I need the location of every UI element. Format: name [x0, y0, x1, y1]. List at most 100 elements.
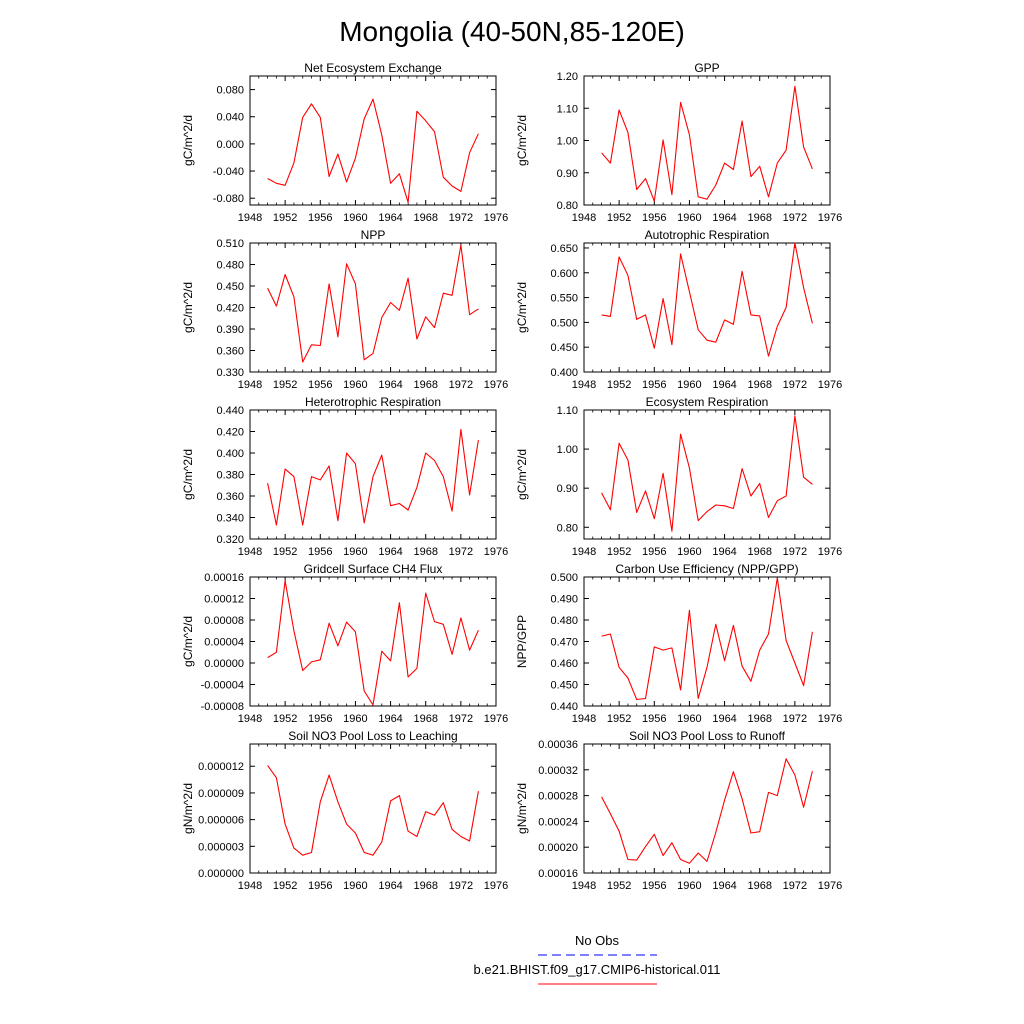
- x-tick-label: 1948: [238, 713, 262, 725]
- plot-frame: [249, 409, 497, 540]
- x-tick-label: 1968: [413, 880, 437, 892]
- x-tick-label: 1956: [308, 713, 332, 725]
- series-line: [267, 98, 479, 203]
- x-tick-label: 1976: [484, 880, 508, 892]
- x-tick-label: 1956: [308, 880, 332, 892]
- x-tick-label: 1968: [747, 713, 771, 725]
- x-tick-label: 1948: [572, 546, 596, 558]
- y-axis-label: gC/m^2/d: [181, 115, 195, 166]
- x-tick-label: 1952: [273, 546, 297, 558]
- y-axis-label: gC/m^2/d: [181, 449, 195, 500]
- x-tick-label: 1948: [572, 713, 596, 725]
- x-tick-label: 1968: [413, 379, 437, 391]
- x-tick-label: 1964: [712, 546, 736, 558]
- x-tick-label: 1976: [818, 212, 842, 224]
- x-tick-label: 1960: [677, 546, 701, 558]
- y-tick-label: 0.600: [550, 268, 578, 280]
- y-tick-label: 1.10: [557, 103, 578, 115]
- chart-panel: Autotrophic Respiration gC/m^2/d 1948 1952 1…: [515, 228, 842, 391]
- y-tick-label: 0.00004: [204, 637, 244, 649]
- x-tick-label: 1964: [712, 379, 736, 391]
- x-tick-label: 1972: [783, 212, 807, 224]
- x-tick-label: 1972: [449, 546, 473, 558]
- x-tick-label: 1956: [308, 212, 332, 224]
- x-tick-label: 1972: [783, 713, 807, 725]
- series-line: [267, 765, 479, 856]
- x-tick-label: 1968: [747, 379, 771, 391]
- y-tick-label: 0.80: [557, 522, 578, 534]
- y-tick-label: 0.510: [216, 238, 244, 250]
- y-tick-label: 0.440: [216, 405, 244, 417]
- x-tick-label: 1972: [783, 379, 807, 391]
- chart-panel: Carbon Use Efficiency (NPP/GPP) NPP/GPP 19…: [515, 562, 842, 725]
- series-line: [267, 244, 479, 363]
- chart-panel: Soil NO3 Pool Loss to Leaching gN/m^2/d 19…: [181, 729, 508, 892]
- y-axis-label: NPP/GPP: [515, 615, 529, 668]
- y-axis-label: gC/m^2/d: [181, 282, 195, 333]
- y-tick-label: 0.390: [216, 324, 244, 336]
- y-tick-label: -0.040: [213, 166, 244, 178]
- x-tick-label: 1972: [783, 880, 807, 892]
- x-tick-label: 1960: [343, 880, 367, 892]
- x-tick-label: 1956: [642, 379, 666, 391]
- y-axis-label: gC/m^2/d: [181, 616, 195, 667]
- x-tick-label: 1976: [818, 880, 842, 892]
- series-line: [267, 580, 479, 706]
- chart-title: Soil NO3 Pool Loss to Runoff: [629, 729, 786, 743]
- y-axis-label: gC/m^2/d: [515, 449, 529, 500]
- chart-title: Heterotrophic Respiration: [305, 395, 441, 409]
- x-tick-label: 1972: [449, 713, 473, 725]
- y-tick-label: 0.400: [216, 448, 244, 460]
- chart-panel: GPP gC/m^2/d 1948 1952 1956 1960 1964 1968 1972 1…: [515, 61, 842, 224]
- x-tick-label: 1952: [273, 880, 297, 892]
- x-tick-label: 1976: [484, 379, 508, 391]
- x-tick-label: 1948: [572, 212, 596, 224]
- x-tick-label: 1952: [273, 212, 297, 224]
- y-tick-label: 0.500: [550, 317, 578, 329]
- legend-label-no-obs: No Obs: [575, 933, 620, 948]
- x-tick-label: 1952: [607, 546, 631, 558]
- x-tick-label: 1948: [238, 379, 262, 391]
- x-tick-label: 1964: [378, 212, 402, 224]
- y-tick-label: 0.470: [550, 637, 578, 649]
- x-tick-label: 1952: [273, 379, 297, 391]
- y-tick-label: 1.00: [557, 136, 578, 148]
- y-tick-label: 0.550: [550, 293, 578, 305]
- y-tick-label: 0.80: [557, 200, 578, 212]
- y-tick-label: 1.20: [557, 71, 578, 83]
- y-tick-label: 0.00008: [204, 615, 244, 627]
- x-tick-label: 1964: [712, 713, 736, 725]
- x-tick-label: 1952: [607, 880, 631, 892]
- x-tick-label: 1972: [449, 212, 473, 224]
- y-tick-label: 0.000003: [198, 841, 244, 853]
- y-tick-label: 0.330: [216, 367, 244, 379]
- x-tick-label: 1976: [484, 713, 508, 725]
- y-tick-label: 0.080: [216, 85, 244, 97]
- chart-title: GPP: [694, 61, 719, 75]
- y-tick-label: 0.450: [550, 680, 578, 692]
- y-tick-label: 0.040: [216, 112, 244, 124]
- chart-title: Gridcell Surface CH4 Flux: [304, 562, 443, 576]
- y-tick-label: 0.360: [216, 346, 244, 358]
- x-tick-label: 1956: [642, 546, 666, 558]
- y-tick-label: 0.90: [557, 483, 578, 495]
- y-tick-label: 0.490: [550, 594, 578, 606]
- x-tick-label: 1960: [677, 379, 701, 391]
- x-tick-label: 1948: [572, 880, 596, 892]
- chart-title: Carbon Use Efficiency (NPP/GPP): [615, 562, 798, 576]
- y-tick-label: 0.00016: [204, 572, 244, 584]
- chart-panel: Soil NO3 Pool Loss to Runoff gN/m^2/d 1948…: [515, 729, 842, 892]
- x-tick-label: 1964: [378, 880, 402, 892]
- chart-title: Net Ecosystem Exchange: [304, 61, 442, 75]
- x-tick-label: 1956: [642, 212, 666, 224]
- x-tick-label: 1972: [449, 880, 473, 892]
- y-axis-label: gN/m^2/d: [181, 783, 195, 834]
- figure-title: Mongolia (40-50N,85-120E): [339, 16, 685, 47]
- y-tick-label: 0.00036: [538, 739, 578, 751]
- y-tick-label: 0.00032: [538, 765, 578, 777]
- y-tick-label: 0.00028: [538, 791, 578, 803]
- x-tick-label: 1964: [378, 379, 402, 391]
- x-tick-label: 1972: [449, 379, 473, 391]
- plot-frame: [249, 743, 497, 874]
- y-tick-label: 0.480: [216, 260, 244, 272]
